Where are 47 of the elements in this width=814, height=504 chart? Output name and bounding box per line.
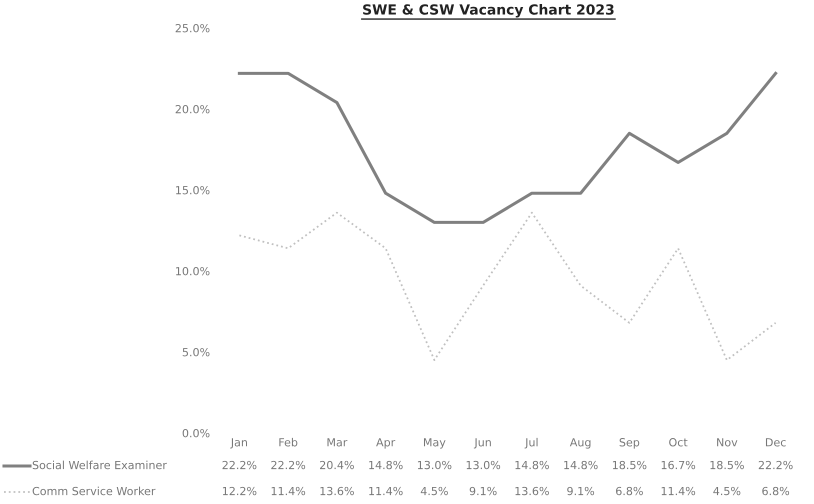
data-label: 6.8% [762, 486, 790, 496]
x-tick-label: Feb [279, 438, 298, 446]
data-label: 18.5% [710, 460, 744, 470]
legend-label: Comm Service Worker [32, 486, 156, 496]
y-tick-label: 10.0% [176, 266, 210, 276]
data-label: 12.2% [222, 486, 256, 496]
data-label: 20.4% [320, 460, 354, 470]
x-tick-label: Dec [766, 438, 786, 446]
data-label: 13.0% [466, 460, 500, 470]
data-label: 13.6% [515, 486, 549, 496]
x-tick-label: Jun [474, 438, 491, 449]
x-tick-label: Jul [524, 438, 538, 449]
line-series [238, 212, 777, 362]
x-tick-label: Jan [230, 438, 247, 449]
data-label: 18.5% [612, 460, 646, 470]
data-label: 9.1% [470, 486, 497, 496]
data-label: 22.2% [758, 460, 793, 470]
data-label: 11.4% [272, 486, 306, 496]
x-tick-label: Oct [669, 438, 688, 446]
data-label: 16.7% [662, 460, 696, 470]
y-tick-label: 20.0% [176, 104, 210, 114]
y-tick-label: 25.0% [176, 24, 210, 32]
x-tick-label: Nov [717, 438, 738, 446]
data-label: 22.2% [271, 460, 306, 470]
data-label: 13.0% [418, 460, 452, 470]
data-label: 6.8% [616, 486, 643, 496]
line-series [238, 72, 778, 224]
data-label: 14.8% [369, 460, 403, 470]
data-label: 22.2% [222, 460, 256, 470]
x-tick-label: May [424, 438, 446, 449]
y-tick-label: 15.0% [176, 186, 210, 194]
data-label: 11.4% [662, 486, 696, 496]
y-tick-label: 0.0% [182, 428, 210, 438]
x-tick-label: Mar [327, 438, 348, 446]
data-label: 4.5% [420, 486, 448, 496]
chart-title: SWE & CSW Vacancy Chart 2023 [363, 4, 614, 18]
data-label: 14.8% [515, 460, 549, 470]
data-label: 13.6% [320, 486, 354, 496]
data-label: 14.8% [564, 460, 598, 470]
data-label: 11.4% [369, 486, 403, 496]
x-tick-label: Aug [570, 438, 590, 449]
legend-label: Social Welfare Examiner [32, 460, 167, 470]
x-tick-label: Sep [620, 438, 640, 449]
data-label: 9.1% [567, 486, 594, 496]
y-tick-label: 5.0% [182, 348, 210, 356]
data-label: 4.5% [713, 486, 740, 496]
x-tick-label: Apr [376, 438, 396, 449]
